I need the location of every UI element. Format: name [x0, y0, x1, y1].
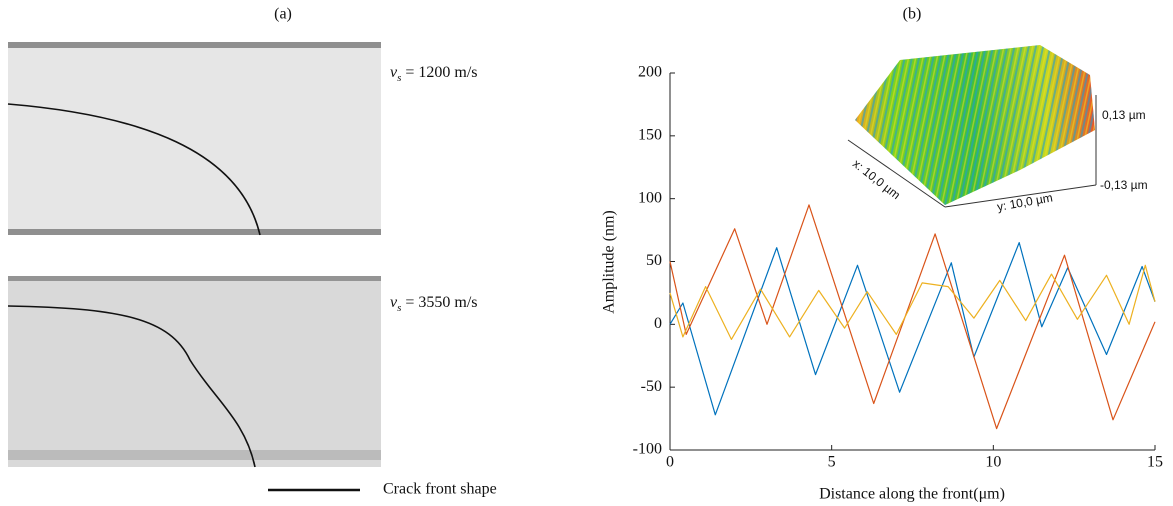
inset-label: 0,13 µm: [1102, 108, 1146, 122]
crack-front: [7, 103, 261, 236]
legend-label: Crack front shape: [383, 481, 497, 498]
micrograph: [8, 42, 381, 235]
y-tick-label: 0: [654, 315, 662, 332]
crack-front: [7, 305, 256, 468]
chart-title: (b): [903, 6, 922, 23]
edge: [8, 450, 381, 460]
series-line: [669, 264, 1156, 340]
x-tick-label: 0: [666, 454, 674, 471]
surface-texture: [855, 45, 1095, 205]
y-tick-label: -100: [633, 441, 662, 458]
x-tick-label: 15: [1147, 454, 1163, 471]
y-tick-label: 50: [646, 252, 662, 269]
inset-label: y: 10,0 µm: [996, 190, 1054, 214]
x-tick-label: 10: [985, 454, 1001, 471]
y-axis-label: Amplitude (nm): [601, 210, 618, 314]
edge: [8, 276, 381, 281]
edge: [8, 229, 381, 235]
x-tick-label: 5: [828, 454, 836, 471]
micrograph: [8, 276, 381, 467]
series-line: [669, 242, 1156, 416]
panel-label: (a): [274, 6, 292, 23]
y-tick-label: 100: [638, 189, 662, 206]
inset-label: x: 10,0 µm: [850, 157, 903, 203]
speed-label: vs = 1200 m/s: [390, 64, 478, 84]
y-tick-label: 150: [638, 127, 662, 144]
inset-label: -0,13 µm: [1100, 178, 1148, 192]
y-tick-label: -50: [641, 378, 662, 395]
inset-axis: [847, 139, 946, 208]
edge: [8, 42, 381, 48]
inset-axis: [944, 184, 1097, 208]
x-axis-label: Distance along the front(μm): [819, 486, 1005, 503]
y-tick-label: 200: [638, 64, 662, 81]
speed-label: vs = 3550 m/s: [390, 294, 478, 314]
series-line: [669, 204, 1156, 430]
